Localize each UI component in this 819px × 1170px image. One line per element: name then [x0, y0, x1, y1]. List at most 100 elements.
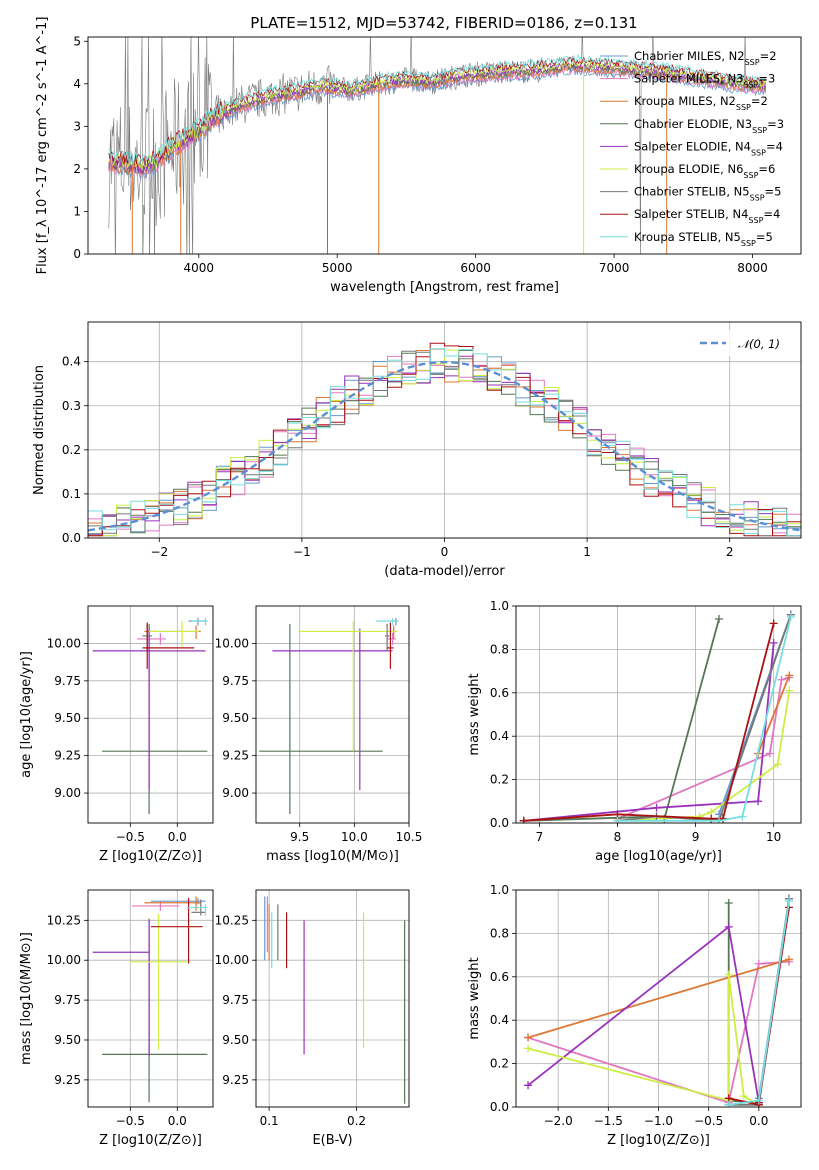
x-tick-label: 9	[692, 830, 700, 844]
y-axis-label: mass [log10(M/M⊙)]	[19, 932, 34, 1065]
y-tick-label: 0.6	[490, 970, 509, 984]
errorbar-point-salpeter_miles	[387, 632, 396, 645]
y-tick-label: 10.00	[47, 953, 81, 967]
errorbar-point-kroupa_miles	[144, 896, 201, 911]
age_vs_mass-marks	[259, 617, 399, 815]
legend-label: Chabrier STELIB, N5SSP=5	[634, 185, 782, 203]
age_vs_mass-plot-area	[256, 606, 410, 823]
line-salpeter_miles	[527, 960, 790, 1104]
legend-label: Salpeter STELIB, N4SSP=4	[634, 207, 780, 225]
x-tick-label: −0.5	[116, 830, 145, 844]
legend-label: Kroupa STELIB, N5SSP=5	[634, 230, 773, 248]
legend-label: Kroupa ELODIE, N6SSP=6	[634, 162, 775, 180]
errorbar-point-salpeter_elodie	[92, 920, 150, 1056]
y-tick-label: 9.25	[222, 749, 249, 763]
marker-kroupa_elodie	[785, 686, 794, 695]
errorbar-point-chabrier_elodie	[102, 918, 208, 1103]
marker-salpeter_miles	[777, 675, 786, 684]
x-tick-label: 0.0	[168, 1114, 187, 1128]
x-tick-label: 10.5	[396, 830, 423, 844]
y-tick-label: 9.75	[54, 674, 81, 688]
age_vs_mass-chart: 9.5 10.0 10.5 9.00 9.25 9.50 9.75 10.00 mass [lo…	[215, 605, 423, 864]
weight_vs_age-chart: 7 8 9 10 0.0 0.2 0.4 0.6 0.8 1.0 age [log10(age/yr…	[467, 599, 802, 864]
residuals-legend: 𝒩(0, 1)	[694, 330, 794, 356]
x-tick-label: 0.2	[347, 1114, 366, 1128]
y-tick-label: 9.25	[54, 749, 81, 763]
y-axis-label: Normed distribution	[32, 365, 47, 495]
legend-box	[694, 330, 794, 356]
y-tick-label: 10.25	[47, 913, 81, 927]
x-axis-label: E(B-V)	[312, 1133, 352, 1148]
axes-frame	[255, 889, 410, 1108]
x-tick-label: 1	[583, 545, 591, 559]
axes-frame	[515, 605, 802, 824]
spectrum-chart: 4000 5000 6000 7000 8000 0 1 2 3 4 5 wavelength [An…	[35, 17, 802, 295]
errorbar-point-salpeter_elodie	[272, 628, 393, 791]
errorbar-point-salpeter_stelib	[150, 897, 203, 964]
mass_vs_ebv-marks	[264, 896, 406, 1104]
marker-kroupa_miles	[524, 1033, 533, 1042]
x-tick-label: 7000	[599, 261, 630, 275]
y-axis-label: Flux [f_λ 10^-17 erg cm^-2 s^-1 A^-1]	[35, 17, 50, 275]
x-tick-label: 8000	[737, 261, 768, 275]
marker-salpeter_elodie	[724, 922, 733, 931]
errorbar-point-salpeter_elodie	[92, 628, 206, 791]
marker-kroupa_elodie	[724, 970, 733, 979]
y-tick-label: 0.2	[62, 443, 81, 457]
y-tick-label: 10.00	[47, 636, 81, 650]
marker-salpeter_elodie	[754, 797, 763, 806]
legend-label: 𝒩(0, 1)	[738, 337, 780, 351]
y-tick-label: 9.75	[222, 993, 249, 1007]
y-tick-label: 9.00	[54, 786, 81, 800]
marker-kroupa_miles	[785, 671, 794, 680]
errorbar-point-salpeter_stelib	[387, 622, 394, 669]
x-axis-label: (data-model)/error	[384, 564, 505, 579]
x-tick-label: −0.5	[694, 1114, 723, 1128]
x-axis-label: wavelength [Angstrom, rest frame]	[330, 280, 559, 295]
marker-salpeter_miles	[765, 749, 774, 758]
errorbar-point-chabrier_miles	[150, 897, 206, 905]
y-tick-label: 0.0	[490, 1100, 509, 1114]
axes-frame	[87, 321, 802, 539]
x-tick-label: 0.0	[749, 1114, 768, 1128]
axes-frame	[255, 605, 410, 824]
marker-kroupa_elodie	[773, 760, 782, 769]
line-salpeter_stelib	[523, 623, 775, 822]
weight_vs_z-chart: −2.0 −1.5 −1.0 −0.5 0.0 0.0 0.2 0.4 0.6 0.8 1.0 Z […	[467, 883, 802, 1148]
x-tick-label: 2	[726, 545, 734, 559]
residuals-chart: −2 −1 0 1 2 0.0 0.1 0.2 0.3 0.4 (data-model)/error…	[32, 321, 802, 579]
errorbar-point-kroupa_stelib	[191, 617, 209, 626]
y-tick-label: 5	[73, 34, 81, 48]
weight_vs_z-marks	[524, 894, 793, 1107]
y-tick-label: 9.50	[54, 1033, 81, 1047]
y-tick-label: 9.25	[54, 1073, 81, 1087]
y-tick-label: 0.1	[62, 487, 81, 501]
x-axis-label: Z [log10(Z/Z⊙)]	[99, 849, 202, 864]
age_vs_z-plot-area	[88, 606, 213, 823]
axes-frame	[87, 36, 802, 255]
spectrum-legend: Chabrier MILES, N2SSP=2 Salpeter MILES, N…	[600, 49, 784, 247]
y-tick-label: 9.50	[222, 1033, 249, 1047]
marker-kroupa_stelib	[784, 896, 793, 905]
mass_vs_ebv-plot-area	[256, 890, 409, 1107]
legend-label: Chabrier ELODIE, N3SSP=3	[634, 117, 784, 135]
histogram-salpeter_elodie	[88, 355, 801, 537]
x-axis-label: Z [log10(Z/Z⊙)]	[99, 1133, 202, 1148]
histogram-salpeter_stelib	[88, 342, 801, 537]
y-tick-label: 9.50	[222, 711, 249, 725]
marker-chabrier_elodie	[724, 899, 733, 908]
x-tick-label: −2	[150, 545, 168, 559]
marker-kroupa_stelib	[786, 612, 795, 621]
y-tick-label: 0	[73, 247, 81, 261]
y-tick-label: 0.4	[62, 355, 81, 369]
legend-label: Chabrier MILES, N2SSP=2	[634, 49, 777, 67]
figure-title: PLATE=1512, MJD=53742, FIBERID=0186, z=0…	[250, 14, 637, 32]
errorbar-point-chabrier_elodie	[259, 623, 383, 815]
errorbar-point-chabrier_miles	[390, 617, 399, 626]
x-tick-label: 9.5	[290, 830, 309, 844]
marker-salpeter_elodie	[652, 803, 661, 812]
x-tick-label: 10	[766, 830, 781, 844]
x-tick-label: 0	[441, 545, 449, 559]
line-chabrier_stelib	[617, 614, 792, 822]
